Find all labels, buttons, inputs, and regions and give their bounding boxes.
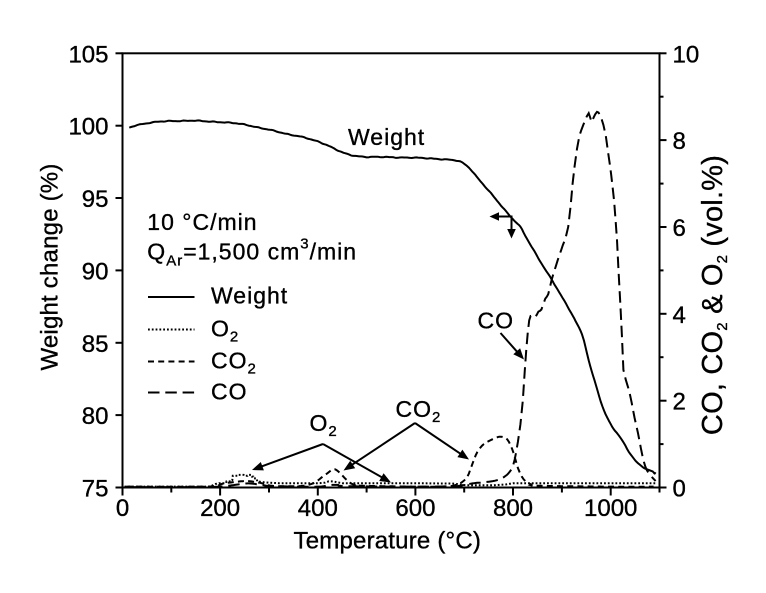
svg-text:2: 2 [673,389,686,416]
svg-text:CO: CO [478,308,515,334]
svg-text:80: 80 [82,403,109,430]
svg-text:95: 95 [82,186,109,213]
svg-text:10 °C/min: 10 °C/min [147,209,257,235]
svg-text:Weight: Weight [348,124,425,150]
svg-text:CO2: CO2 [396,396,442,426]
svg-text:400: 400 [298,495,338,522]
svg-text:90: 90 [82,258,109,285]
svg-text:CO: CO [211,379,248,405]
svg-text:Weight change (%): Weight change (%) [37,163,64,370]
svg-text:8: 8 [673,128,686,155]
svg-text:85: 85 [82,331,109,358]
svg-text:Temperature (°C): Temperature (°C) [294,528,482,555]
svg-text:CO, CO2 & O2 (vol.%): CO, CO2 & O2 (vol.%) [697,155,731,435]
svg-text:105: 105 [68,41,108,68]
svg-text:1000: 1000 [584,495,637,522]
svg-text:0: 0 [116,495,129,522]
svg-text:75: 75 [82,476,109,503]
svg-text:200: 200 [200,495,240,522]
svg-text:0: 0 [673,476,686,503]
svg-text:10: 10 [673,41,700,68]
svg-text:O2: O2 [211,316,239,346]
svg-text:600: 600 [395,495,435,522]
svg-text:100: 100 [68,114,108,141]
svg-text:6: 6 [673,215,686,242]
svg-text:O2: O2 [310,410,338,440]
svg-text:4: 4 [673,302,686,329]
svg-text:800: 800 [493,495,533,522]
svg-text:CO2: CO2 [211,348,257,378]
svg-text:Weight: Weight [211,283,288,309]
svg-text:QAr=1,500 cm3/min: QAr=1,500 cm3/min [147,236,357,270]
